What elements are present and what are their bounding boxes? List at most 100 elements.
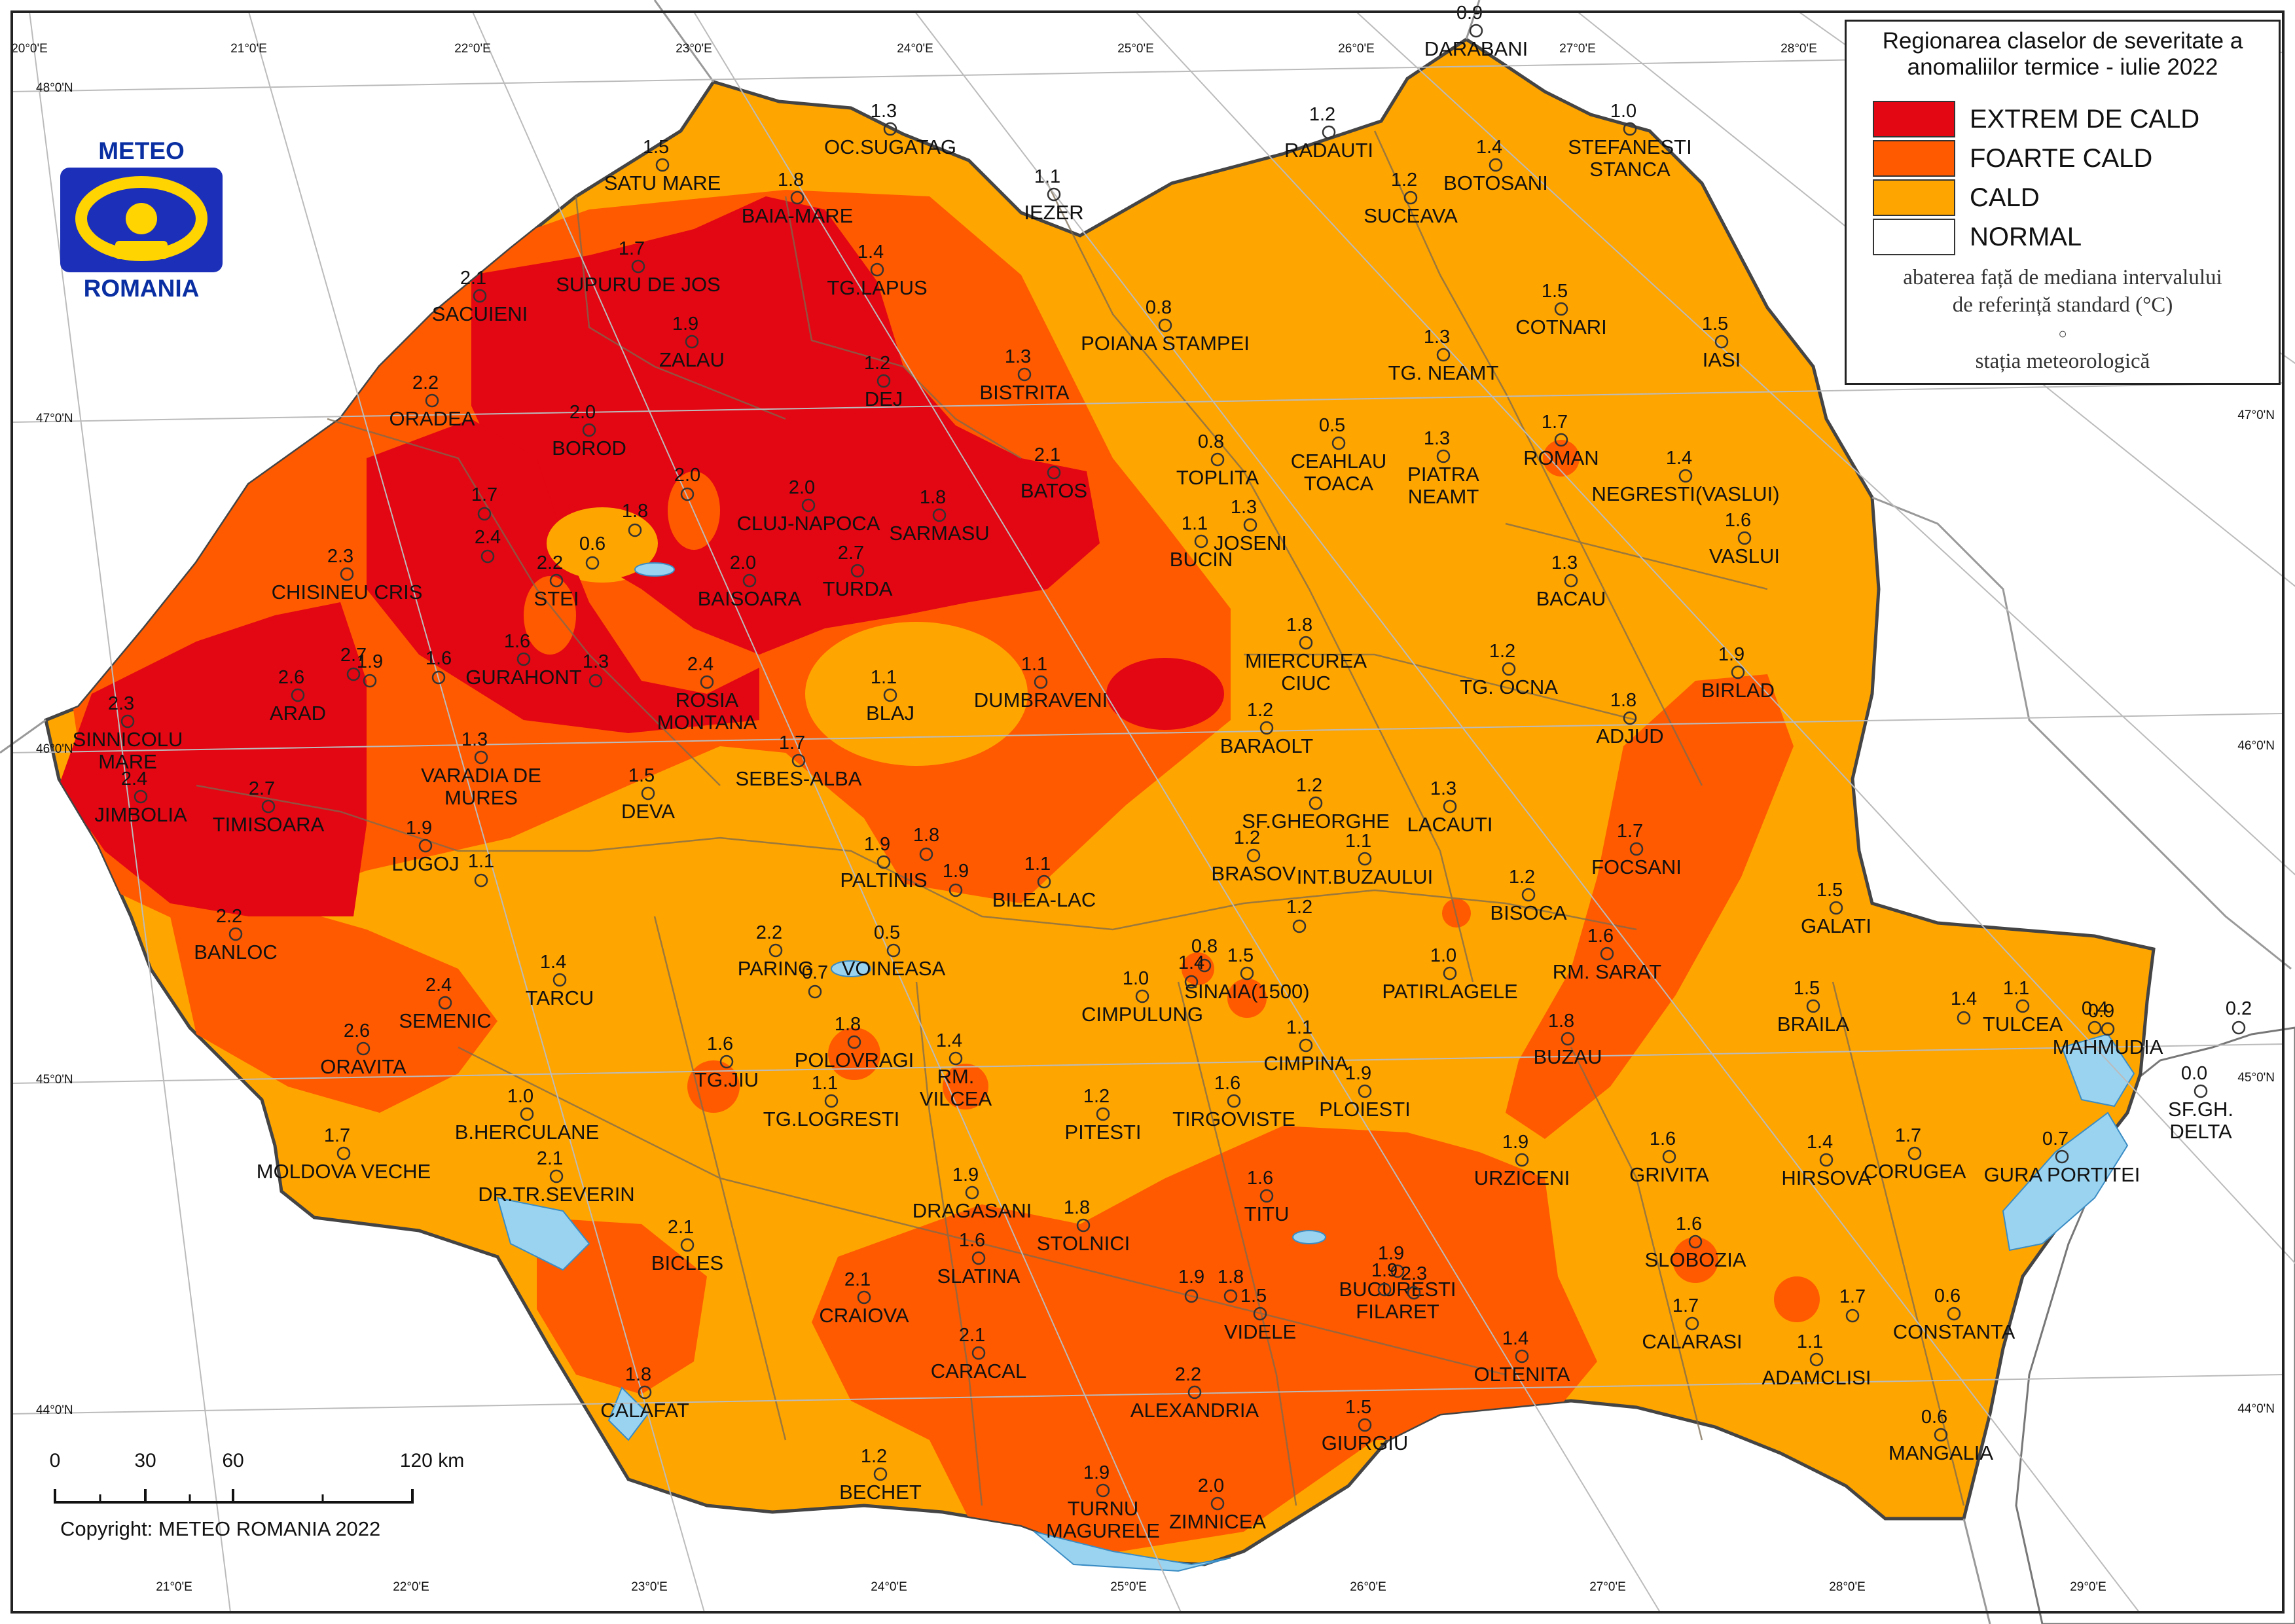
station-symbol-icon: ○ xyxy=(2058,325,2067,342)
station: 1.9 LUGOJ xyxy=(391,818,459,875)
station-value: 1.2 xyxy=(1286,897,1312,918)
station: 1.9 ZALAU xyxy=(659,314,725,371)
legend-label: NORMAL xyxy=(1970,222,2082,251)
station-marker-icon xyxy=(791,753,806,768)
station: 2.2 BANLOC xyxy=(194,906,277,964)
station-value: 1.1 xyxy=(871,667,897,688)
station-marker-icon xyxy=(1436,449,1451,463)
station-marker-icon xyxy=(549,1169,564,1183)
station: 2.0 CLUJ-NAPOCA xyxy=(737,477,880,535)
station-marker-icon xyxy=(870,262,884,277)
station-name: DELTA xyxy=(2169,1120,2232,1143)
station-value: 1.9 xyxy=(1371,1260,1398,1281)
station-value: 1.2 xyxy=(1234,827,1260,848)
station-marker-icon xyxy=(801,498,816,513)
station-value: 1.8 xyxy=(625,1364,651,1385)
station-marker-icon xyxy=(1390,1264,1405,1278)
station: 2.0 ZIMNICEA xyxy=(1169,1475,1266,1533)
graticule-label-top: 28°0'E xyxy=(1780,42,1817,56)
station-name: BRASOV xyxy=(1211,862,1296,885)
station-value: 1.3 xyxy=(461,729,488,750)
station: 1.1 BLAJ xyxy=(866,667,914,725)
station-value: 1.0 xyxy=(1123,968,1149,989)
station-value: 1.7 xyxy=(1617,821,1643,842)
station-value: 0.7 xyxy=(802,962,828,983)
station-value: 1.6 xyxy=(1725,510,1751,531)
station-marker-icon xyxy=(228,927,243,941)
station-name: PALTINIS xyxy=(840,869,927,892)
station-marker-icon xyxy=(2015,999,2030,1013)
station-name: TG. OCNA xyxy=(1460,676,1558,698)
station: 0.7 xyxy=(802,962,828,999)
graticule-label-bottom: 25°0'E xyxy=(1110,1580,1147,1594)
station: 1.5 COTNARI xyxy=(1515,281,1607,338)
station-value: 1.5 xyxy=(1702,314,1728,334)
station: 1.9 xyxy=(357,651,383,688)
station: 1.1 CIMPINA xyxy=(1263,1017,1348,1075)
station-name: IEZER xyxy=(1024,201,1083,224)
station-name: TG.LAPUS xyxy=(827,276,927,299)
station-marker-icon xyxy=(641,786,655,801)
station-value: 1.0 xyxy=(1430,945,1456,966)
legend-swatch xyxy=(1873,101,1955,137)
station-name: BRAILA xyxy=(1777,1013,1850,1036)
station-marker-icon xyxy=(2101,1022,2115,1036)
station-marker-icon xyxy=(549,573,564,588)
station-name: CORUGEA xyxy=(1864,1160,1966,1183)
graticule-label-top: 22°0'E xyxy=(454,42,491,56)
station: 1.3 BACAU xyxy=(1536,552,1606,610)
station: 1.5 DEVA xyxy=(621,765,675,823)
legend-title-line2: anomaliilor termice - iulie 2022 xyxy=(1907,54,2218,80)
station-value: 1.9 xyxy=(357,651,383,672)
station-marker-icon xyxy=(768,943,783,958)
graticule-label-bottom: 28°0'E xyxy=(1829,1580,1866,1594)
station-marker-icon xyxy=(134,789,148,804)
station: 0.8 TOPLITA xyxy=(1176,431,1259,489)
station-value: 1.3 xyxy=(1231,497,1257,518)
station-marker-icon xyxy=(1502,662,1516,676)
station: 1.8 xyxy=(1218,1267,1244,1303)
station-value: 2.1 xyxy=(959,1325,985,1346)
station: 1.6 VASLUI xyxy=(1709,510,1780,568)
station-marker-icon xyxy=(965,1185,979,1200)
extra-values-layer: 0.61.82.01.72.42.71.9 1.61.11.31.81.90.80… xyxy=(340,465,2252,1323)
station-value: 1.1 xyxy=(468,851,494,872)
station: 1.0 PATIRLAGELE xyxy=(1382,945,1517,1003)
station-name: ZIMNICEA xyxy=(1169,1510,1266,1533)
station-name: MOLDOVA VECHE xyxy=(257,1160,431,1183)
station-marker-icon xyxy=(1017,367,1032,382)
station-name: SUPURU DE JOS xyxy=(556,273,720,296)
station-name: STOLNICI xyxy=(1037,1232,1130,1255)
station: 1.6 TG.JIU xyxy=(695,1034,759,1091)
station-marker-icon xyxy=(2232,1020,2246,1035)
station-marker-icon xyxy=(1096,1483,1110,1498)
station-name: DUMBRAVENI xyxy=(974,689,1108,712)
station: 0.0 SF.GH.DELTA xyxy=(2168,1063,2233,1143)
station: 1.1 xyxy=(468,851,494,888)
scale-tick-label: 30 xyxy=(134,1450,156,1471)
station-value: 2.2 xyxy=(412,372,439,393)
station-marker-icon xyxy=(1554,433,1568,447)
graticule-label-top: 24°0'E xyxy=(897,42,933,56)
station-value: 1.2 xyxy=(1309,104,1335,125)
station: 1.4 TG.LAPUS xyxy=(827,242,927,299)
station: 1.8 BAIA-MARE xyxy=(742,170,854,227)
station-marker-icon xyxy=(876,374,891,388)
station-value: 1.6 xyxy=(707,1034,733,1055)
station-name: MAHMUDIA xyxy=(2053,1036,2163,1058)
station-marker-icon xyxy=(638,1385,652,1399)
station-marker-icon xyxy=(1947,1307,1961,1321)
station-name: RADAUTI xyxy=(1284,139,1373,162)
station: 2.2 PARING xyxy=(738,922,814,980)
legend-item-normal: NORMAL xyxy=(1873,218,2082,256)
station-marker-icon xyxy=(438,996,452,1010)
station-name: ZALAU xyxy=(659,348,725,371)
meteo-romania-logo-icon xyxy=(60,168,223,272)
station-marker-icon xyxy=(850,564,865,578)
legend-swatch xyxy=(1873,140,1955,177)
legend: Regionarea claselor de severitate a anom… xyxy=(1845,20,2281,385)
station-value: 1.9 xyxy=(1083,1462,1110,1483)
station-name: TITU xyxy=(1244,1202,1290,1225)
